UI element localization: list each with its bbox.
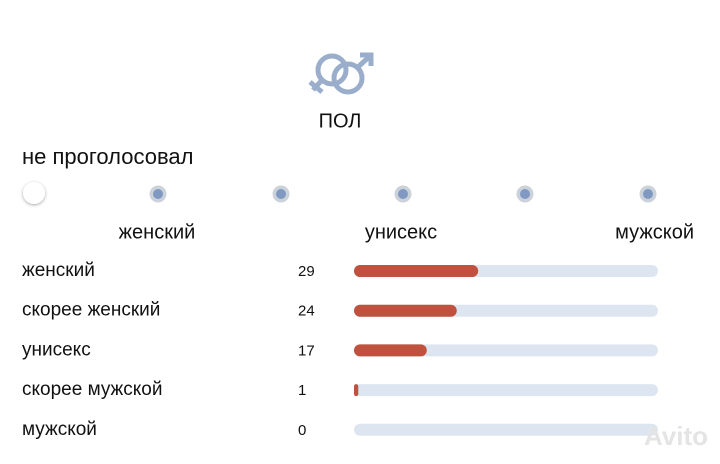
vote-count: 1 (298, 382, 306, 399)
results: женский 29 скорее женский 24 унисекс 17 скорее… (22, 260, 658, 440)
slider-dot[interactable] (394, 185, 412, 203)
option-label: женский (22, 260, 95, 281)
slider-dot[interactable] (516, 185, 534, 203)
slider-dot[interactable] (149, 185, 167, 203)
slider[interactable] (23, 182, 657, 204)
bar (354, 304, 457, 317)
bar-track (354, 344, 658, 357)
title: ПОЛ (319, 110, 362, 132)
scale-label: унисекс (365, 221, 437, 243)
option-label: скорее женский (22, 300, 160, 321)
scale-label: мужской (615, 221, 694, 243)
vote-count: 17 (298, 342, 315, 359)
vote-count: 24 (298, 303, 315, 320)
slider-dot[interactable] (272, 185, 290, 203)
option-label: мужской (22, 419, 97, 440)
bar (354, 265, 479, 277)
bar (354, 344, 427, 357)
slider-dot[interactable] (639, 185, 657, 203)
gender-icon (308, 52, 374, 95)
option-label: унисекс (22, 339, 91, 360)
watermark: Avito (644, 421, 708, 451)
bar-track (354, 384, 658, 397)
vote-status: не проголосовал (22, 144, 194, 169)
bar (354, 384, 359, 397)
option-label: скорее мужской (22, 379, 162, 400)
slider-handle[interactable] (23, 182, 45, 204)
bar-track (354, 423, 658, 436)
vote-count: 29 (298, 263, 315, 280)
scale-label: женский (119, 221, 196, 243)
vote-count: 0 (298, 422, 306, 439)
